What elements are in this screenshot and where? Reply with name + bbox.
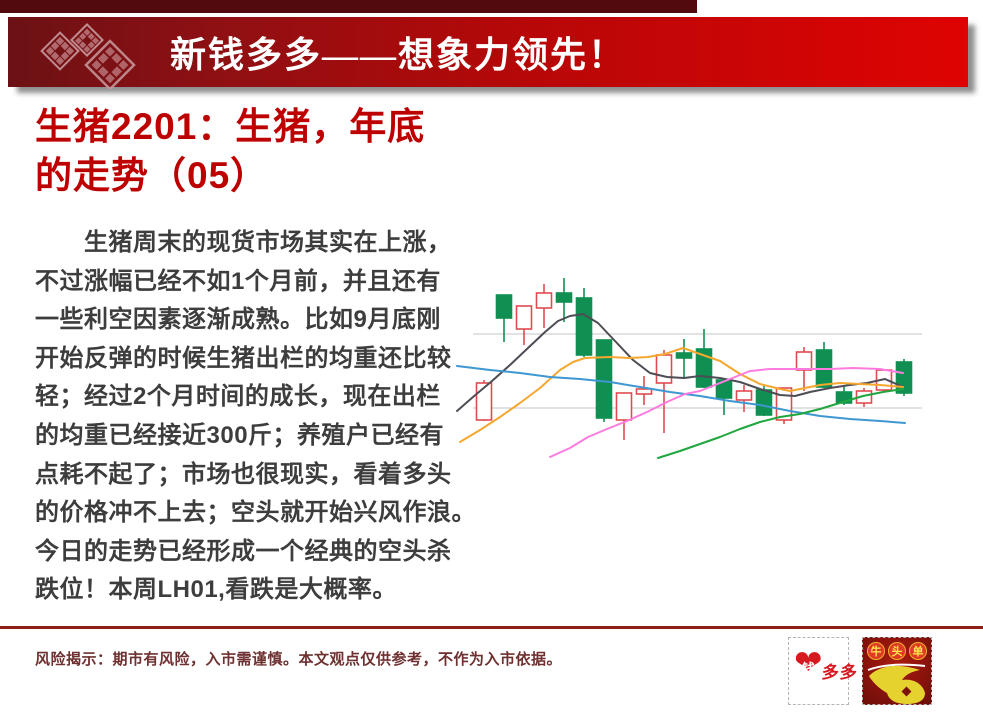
body-line: 轻；经过2个月时间的成长，现在出栏 <box>35 383 441 411</box>
risk-disclaimer: 风险揭示：期市有风险，入市需谨慎。本文观点仅供参考，不作为入市依据。 <box>35 651 563 668</box>
coin-row: 牛 头 单 <box>867 642 927 660</box>
body-line: 生猪周末的现货市场其实在上涨， <box>35 229 452 256</box>
heart-char: 钱 <box>802 661 816 676</box>
body-line: 点耗不起了；市场也很现实，看着多头 <box>35 460 452 488</box>
body-line: 不过涨幅已经不如1个月前，并且还有 <box>35 267 441 295</box>
body-line: 跌位！本周LH01,看跌是大概率。 <box>35 576 397 604</box>
candlestick-chart <box>456 278 922 459</box>
duoduo-label: 多多 <box>820 663 859 682</box>
lattice-diamonds-icon <box>40 23 136 89</box>
header-top-strip <box>0 0 697 13</box>
slide-title-line2: 的走势（05） <box>35 155 269 196</box>
slide-title: 生猪2201：生猪，年底 的走势（05） <box>35 102 485 200</box>
footer-divider <box>0 626 983 629</box>
body-line: 开始反弹的时候生猪出栏的均重还比较 <box>35 344 452 372</box>
commentary-paragraph: 生猪周末的现货市场其实在上涨， 不过涨幅已经不如1个月前，并且还有 一些利空因素… <box>35 224 476 610</box>
slide-title-line1: 生猪2201：生猪，年底 <box>35 106 426 147</box>
header-banner: 新钱多多——想象力领先！ <box>8 17 968 89</box>
qianduoduo-logo-stamp: ❤ 钱 多多 <box>788 637 859 705</box>
body-line: 的均重已经接近300斤；养殖户已经有 <box>35 421 445 449</box>
banner-slogan: 新钱多多——想象力领先！ <box>170 35 627 75</box>
niutoudan-logo-stamp: 牛 头 单 <box>862 637 932 705</box>
body-line: 一些利空因素逐渐成熟。比如9月底刚 <box>35 306 441 334</box>
coin-icon: 牛 <box>867 642 885 660</box>
coin-icon: 头 <box>888 642 906 660</box>
coin-icon: 单 <box>909 642 927 660</box>
body-line: 的价格冲不上去；空头就开始兴风作浪。 <box>35 499 476 527</box>
bull-head-icon <box>867 663 926 704</box>
body-line: 今日的走势已经形成一个经典的空头杀 <box>35 537 452 565</box>
heart-icon: ❤ 钱 <box>794 644 823 682</box>
